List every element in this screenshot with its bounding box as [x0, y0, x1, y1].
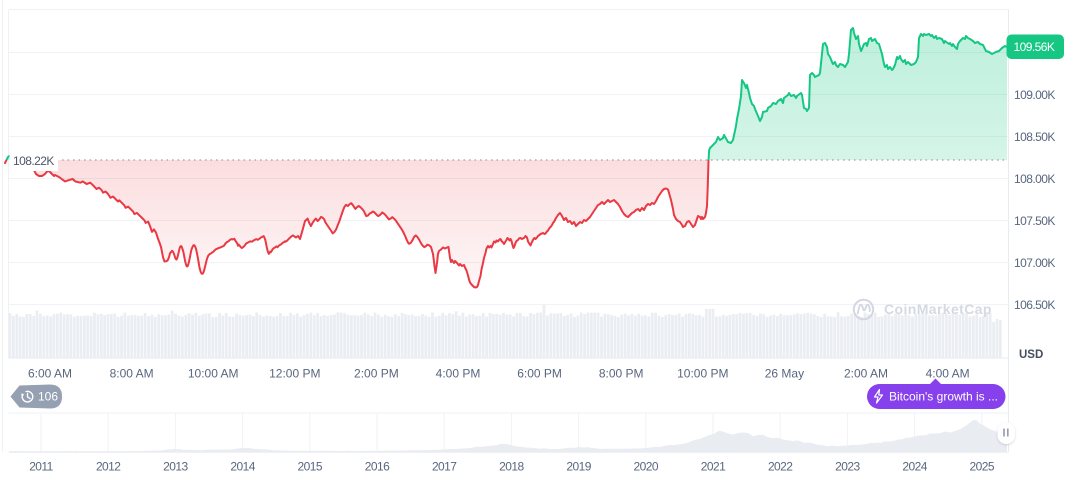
- svg-text:108.50K: 108.50K: [1014, 130, 1055, 144]
- svg-text:2:00 AM: 2:00 AM: [844, 366, 888, 380]
- svg-text:2020: 2020: [634, 459, 659, 473]
- svg-text:4:00 AM: 4:00 AM: [926, 366, 970, 380]
- svg-text:CoinMarketCap: CoinMarketCap: [884, 301, 992, 317]
- svg-text:109.56K: 109.56K: [1014, 40, 1055, 54]
- svg-text:2018: 2018: [499, 459, 524, 473]
- svg-text:2015: 2015: [298, 459, 323, 473]
- svg-text:2014: 2014: [230, 459, 255, 473]
- svg-text:4:00 PM: 4:00 PM: [436, 366, 481, 380]
- svg-text:2022: 2022: [768, 459, 793, 473]
- svg-text:106.50K: 106.50K: [1014, 298, 1055, 312]
- svg-text:Bitcoin's growth is ...: Bitcoin's growth is ...: [889, 390, 998, 404]
- svg-text:2012: 2012: [96, 459, 121, 473]
- svg-text:2017: 2017: [432, 459, 457, 473]
- svg-text:10:00 PM: 10:00 PM: [677, 366, 728, 380]
- svg-text:107.00K: 107.00K: [1014, 256, 1055, 270]
- svg-text:2:00 PM: 2:00 PM: [354, 366, 399, 380]
- svg-text:108.00K: 108.00K: [1014, 172, 1055, 186]
- svg-text:2021: 2021: [701, 459, 726, 473]
- svg-text:2019: 2019: [566, 459, 591, 473]
- svg-text:2013: 2013: [163, 459, 188, 473]
- svg-text:2025: 2025: [970, 459, 995, 473]
- svg-text:8:00 AM: 8:00 AM: [110, 366, 154, 380]
- svg-text:12:00 PM: 12:00 PM: [269, 366, 320, 380]
- svg-text:2023: 2023: [835, 459, 860, 473]
- svg-text:106: 106: [38, 390, 58, 404]
- svg-text:2016: 2016: [365, 459, 390, 473]
- svg-text:107.50K: 107.50K: [1014, 214, 1055, 228]
- svg-text:10:00 AM: 10:00 AM: [188, 366, 239, 380]
- svg-text:6:00 AM: 6:00 AM: [28, 366, 72, 380]
- svg-text:2024: 2024: [902, 459, 927, 473]
- svg-text:8:00 PM: 8:00 PM: [599, 366, 644, 380]
- svg-text:USD: USD: [1019, 349, 1043, 361]
- svg-text:26 May: 26 May: [765, 366, 804, 380]
- svg-text:6:00 PM: 6:00 PM: [517, 366, 562, 380]
- svg-text:2011: 2011: [29, 459, 53, 473]
- svg-text:108.22K: 108.22K: [13, 154, 54, 168]
- svg-text:109.00K: 109.00K: [1014, 88, 1055, 102]
